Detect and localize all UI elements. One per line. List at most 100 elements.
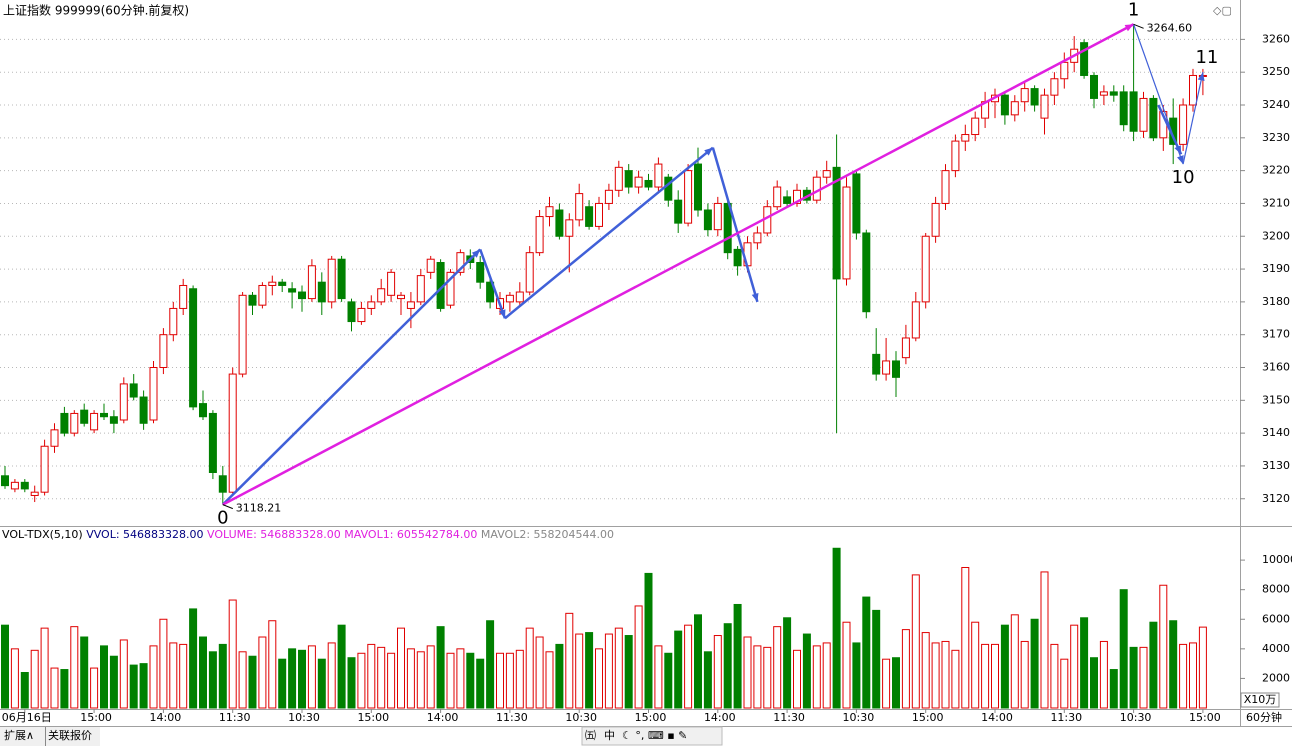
- volume-bar: [852, 642, 861, 709]
- volume-bar: [1129, 646, 1138, 709]
- y-tick-label: 3190: [1262, 262, 1290, 275]
- volume-bar: [713, 635, 722, 709]
- candle-body: [1040, 94, 1049, 119]
- y-tick-label: 3150: [1262, 393, 1290, 406]
- y-tick-label: 3220: [1262, 164, 1290, 177]
- ime-icons[interactable]: ☾ °, ⌨ ▪ ✎: [622, 729, 687, 742]
- arrow-head: [704, 147, 713, 156]
- candle-body: [852, 173, 861, 234]
- volume-bar: [1080, 617, 1089, 709]
- wave-label: 10: [1172, 167, 1195, 188]
- volume-bar: [901, 629, 910, 709]
- volume-bar: [159, 618, 168, 709]
- candle-body: [1149, 97, 1158, 139]
- x-tick-label: 15:00: [912, 711, 944, 724]
- y-tick-label: 3250: [1262, 65, 1290, 78]
- wave-label: 11: [1195, 47, 1218, 68]
- volume-bar: [1090, 657, 1098, 709]
- volume-bar: [981, 643, 990, 709]
- volume-bar: [248, 655, 257, 709]
- volume-bar: [40, 627, 49, 709]
- tab[interactable]: 扩展∧: [4, 728, 34, 742]
- candle-body: [1129, 91, 1138, 132]
- volume-bar: [307, 645, 316, 709]
- candle-body: [604, 189, 613, 204]
- candle-body: [298, 291, 306, 300]
- candle-body: [337, 258, 346, 300]
- candle-body: [169, 307, 178, 336]
- ime-toolbar: [581, 726, 723, 746]
- wave-line: [1182, 72, 1204, 165]
- candle-body: [575, 193, 584, 221]
- volume-bar: [862, 596, 871, 709]
- mavol2: MAVOL2: 558204544.00: [481, 528, 614, 541]
- candle-body: [1080, 42, 1089, 76]
- volume-bar: [743, 636, 752, 709]
- volume-bar: [1060, 658, 1069, 709]
- candle-body: [208, 412, 217, 473]
- ime-mode[interactable]: 中: [604, 729, 615, 742]
- candle-body: [456, 252, 465, 273]
- candle-body: [862, 232, 871, 313]
- volume-bar: [951, 649, 960, 709]
- candle-body: [1139, 97, 1148, 132]
- candle-body: [733, 248, 742, 267]
- volume-bar: [456, 648, 465, 709]
- x-tick-label: 14:00: [427, 711, 459, 724]
- x-tick-label: 15:00: [1189, 711, 1221, 724]
- x-tick-label: 14:00: [704, 711, 736, 724]
- mavol1: MAVOL1: 605542784.00: [344, 528, 477, 541]
- volume-bar: [496, 652, 504, 709]
- volume-bar: [614, 627, 623, 709]
- window-icons[interactable]: ◇▢: [1213, 4, 1232, 17]
- volume-bar: [466, 652, 475, 709]
- candle-body: [624, 170, 633, 188]
- candle-body: [377, 288, 386, 303]
- wave-line: [1157, 104, 1183, 155]
- volume-bar: [515, 649, 524, 709]
- volume-bar: [109, 655, 118, 709]
- volume-bar: [119, 639, 128, 709]
- candle-body: [218, 475, 227, 493]
- indicator-line: VOL-TDX(5,10) VVOL: 546883328.00 VOLUME:…: [2, 528, 614, 541]
- x-tick-label: 15:00: [357, 711, 389, 724]
- volume-bar: [476, 658, 485, 709]
- volume-bar: [664, 652, 673, 709]
- volume-bar: [1020, 640, 1029, 709]
- tab[interactable]: 关联报价: [48, 728, 92, 742]
- candle-body: [654, 163, 663, 188]
- candle-body: [109, 416, 118, 424]
- y-tick-label: 3230: [1262, 131, 1290, 144]
- volume-bar: [822, 642, 831, 709]
- y-tick-label: 3180: [1262, 295, 1290, 308]
- volume-bar: [426, 645, 435, 709]
- candle-body: [1099, 91, 1108, 96]
- candle-body: [832, 166, 841, 280]
- volume-bar: [1070, 624, 1079, 709]
- volume-bar: [545, 651, 554, 709]
- volume-bar: [387, 652, 396, 709]
- candle-body: [80, 409, 89, 424]
- volume-bar: [288, 648, 297, 709]
- volume: VOLUME: 546883328.00: [207, 528, 341, 541]
- candle-body: [882, 360, 891, 375]
- volume-bar: [931, 642, 940, 709]
- chart-title: 上证指数 999999(60分钟.前复权): [3, 3, 189, 18]
- volume-bar: [832, 547, 841, 709]
- volume-bar: [70, 626, 79, 709]
- volume-bar: [505, 652, 514, 709]
- x-tick-label: 10:30: [565, 711, 597, 724]
- x-tick-label: 10:30: [288, 711, 320, 724]
- ime-icon[interactable]: ㈤: [585, 729, 596, 742]
- volume-bar: [179, 643, 188, 709]
- candle-body: [1189, 74, 1197, 106]
- candle-body: [238, 294, 247, 375]
- volume-bar: [802, 633, 811, 709]
- y-tick-label: 3170: [1262, 328, 1290, 341]
- volume-bar: [783, 617, 792, 709]
- volume-bar: [347, 657, 356, 709]
- candle-body: [971, 117, 980, 136]
- candle-body: [1000, 94, 1009, 116]
- y-tick-label: 3260: [1262, 32, 1290, 45]
- candle-body: [100, 412, 108, 418]
